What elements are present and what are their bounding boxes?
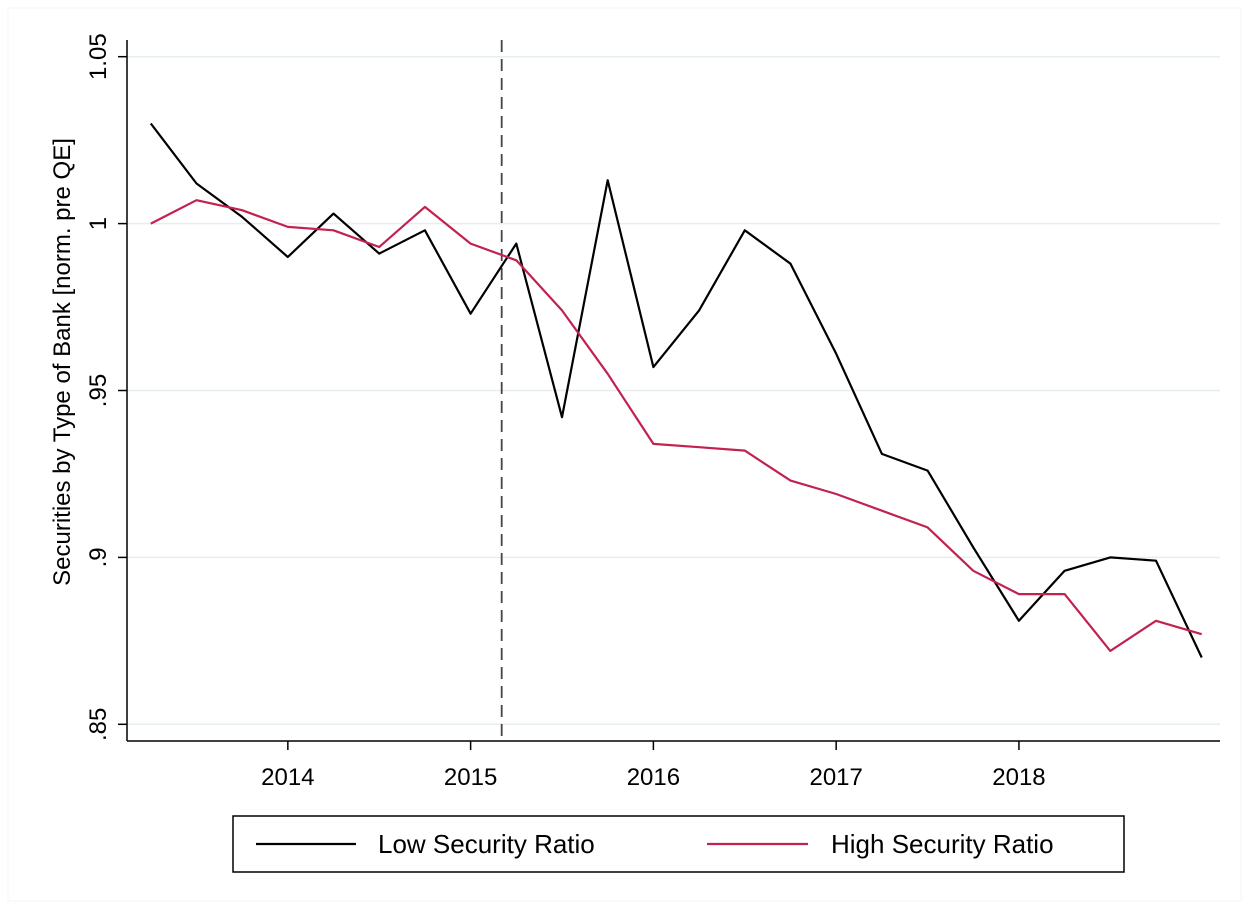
y-tick-label: 1.05 — [85, 33, 112, 80]
x-tick-label: 2017 — [809, 764, 862, 791]
legend-label-low-security-ratio: Low Security Ratio — [378, 829, 595, 859]
axes: .85 .9 .95 1 1.05 2014 2015 2016 2017 2018 — [85, 33, 1220, 791]
x-tick-label: 2016 — [627, 764, 680, 791]
series-lines — [149, 122, 1203, 658]
legend: Low Security Ratio High Security Ratio — [232, 815, 1125, 873]
y-tick-label: .95 — [85, 374, 112, 407]
plot-frame — [7, 7, 1242, 902]
legend-label-high-security-ratio: High Security Ratio — [831, 829, 1054, 859]
x-tick-label: 2015 — [444, 764, 497, 791]
series-line-low-security-ratio — [149, 122, 1203, 658]
series-line-high-security-ratio — [150, 199, 1203, 653]
x-tick-label: 2018 — [992, 764, 1045, 791]
x-tick-label: 2014 — [261, 764, 314, 791]
gridlines — [127, 55, 1220, 726]
y-tick-label: 1 — [85, 217, 112, 230]
y-tick-label: .9 — [85, 547, 112, 567]
y-tick-label: .85 — [85, 708, 112, 741]
legend-box — [232, 815, 1125, 873]
y-axis-title: Securities by Type of Bank [norm. pre QE… — [49, 138, 76, 586]
